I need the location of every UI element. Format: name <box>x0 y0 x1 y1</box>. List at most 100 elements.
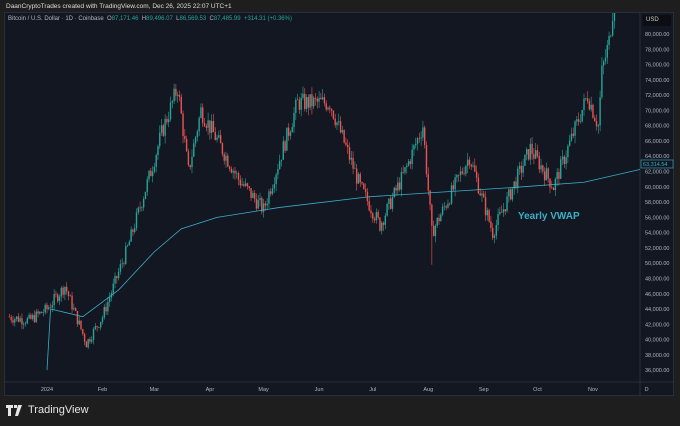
candle-body <box>381 222 383 231</box>
close-value: 87,485.99 <box>213 16 241 22</box>
candle-body <box>474 165 476 172</box>
candle-body <box>64 286 66 295</box>
candle-body <box>73 308 75 310</box>
candle-body <box>53 294 55 305</box>
candle-body <box>234 170 236 174</box>
candle-body <box>500 212 503 213</box>
candle-body <box>26 318 29 324</box>
candle-body <box>490 221 492 228</box>
candle-body <box>363 183 365 189</box>
candle-body <box>556 172 558 180</box>
candle-body <box>441 206 444 215</box>
candle-body <box>348 147 351 160</box>
candle-body <box>160 125 163 133</box>
y-tick-label: 54,000.00 <box>645 231 669 237</box>
vwap-line <box>46 168 640 371</box>
candle-body <box>198 117 200 132</box>
candle-body <box>194 137 197 144</box>
candle-body <box>275 174 277 185</box>
candle-body <box>524 154 526 166</box>
candle-body <box>483 193 485 198</box>
candle-body <box>296 99 299 101</box>
candle-body <box>592 104 594 118</box>
y-tick-label: 70,000.00 <box>645 108 669 114</box>
y-tick-label: 60,000.00 <box>645 185 669 191</box>
candle-body <box>144 191 147 199</box>
candle-body <box>449 203 451 205</box>
candle-body <box>357 173 360 184</box>
candle-body <box>327 107 329 110</box>
candle-body <box>434 225 437 237</box>
x-tick-label: Feb <box>98 387 107 393</box>
candle-body <box>422 127 424 138</box>
candle-body <box>436 217 438 226</box>
currency-button[interactable]: USD <box>643 15 671 26</box>
candle-body <box>416 138 419 144</box>
candle-body <box>400 172 403 190</box>
candle-body <box>58 296 61 302</box>
candle-body <box>499 212 501 215</box>
candle-body <box>223 154 225 161</box>
candle-body <box>538 156 540 170</box>
candle-body <box>221 143 224 155</box>
candle-body <box>173 88 175 102</box>
candle-body <box>475 171 478 178</box>
candle-body <box>89 339 91 342</box>
candle-body <box>570 133 573 141</box>
candle-body <box>243 184 245 186</box>
candle-body <box>159 132 161 147</box>
candle-body <box>302 93 304 98</box>
y-tick-label: 40,000.00 <box>645 338 669 344</box>
candle-body <box>409 161 412 164</box>
candle-body <box>134 228 136 232</box>
candle-body <box>368 201 370 211</box>
candle-body <box>207 120 209 128</box>
candle-body <box>588 101 591 110</box>
candle-body <box>132 229 134 232</box>
y-tick-label: 38,000.00 <box>645 353 669 359</box>
candle-body <box>517 168 519 189</box>
candle-body <box>402 172 404 173</box>
y-tick-label: 76,000.00 <box>645 63 669 69</box>
candle-body <box>504 209 506 212</box>
candle-body <box>576 119 578 122</box>
candle-body <box>74 308 77 311</box>
candle-body <box>83 333 86 342</box>
candle-body <box>55 294 57 295</box>
candle-body <box>282 141 284 160</box>
candle-body <box>370 210 372 214</box>
candle-body <box>418 138 421 139</box>
candle-body <box>486 210 489 216</box>
candle-body <box>203 123 206 127</box>
candle-body <box>227 155 229 167</box>
candle-body <box>125 246 127 264</box>
candle-body <box>581 109 583 122</box>
candle-body <box>23 323 25 325</box>
chart-pane[interactable] <box>4 12 674 396</box>
candle-body <box>69 295 71 297</box>
y-tick-label: 58,000.00 <box>645 200 669 206</box>
tradingview-logo: TradingView <box>6 404 89 416</box>
candle-body <box>98 327 100 328</box>
candle-body <box>205 126 208 128</box>
y-tick-label: 64,000.00 <box>645 154 669 160</box>
candle-body <box>250 188 252 198</box>
candle-body <box>112 283 114 294</box>
candle-body <box>413 145 415 150</box>
candle-body <box>531 143 533 155</box>
candle-body <box>150 170 152 177</box>
candle-body <box>509 189 512 200</box>
candle-body <box>153 166 156 172</box>
candle-body <box>40 311 43 314</box>
candle-body <box>488 210 490 222</box>
candle-body <box>411 149 413 164</box>
candle-body <box>28 314 30 319</box>
y-tick-label: 50,000.00 <box>645 261 669 267</box>
candle-body <box>429 190 431 205</box>
candle-body <box>284 141 286 151</box>
candle-body <box>389 198 392 209</box>
symbol-title: Bitcoin / U.S. Dollar · 1D · Coinbase <box>8 16 104 22</box>
candle-body <box>334 118 336 126</box>
candle-body <box>189 165 191 168</box>
